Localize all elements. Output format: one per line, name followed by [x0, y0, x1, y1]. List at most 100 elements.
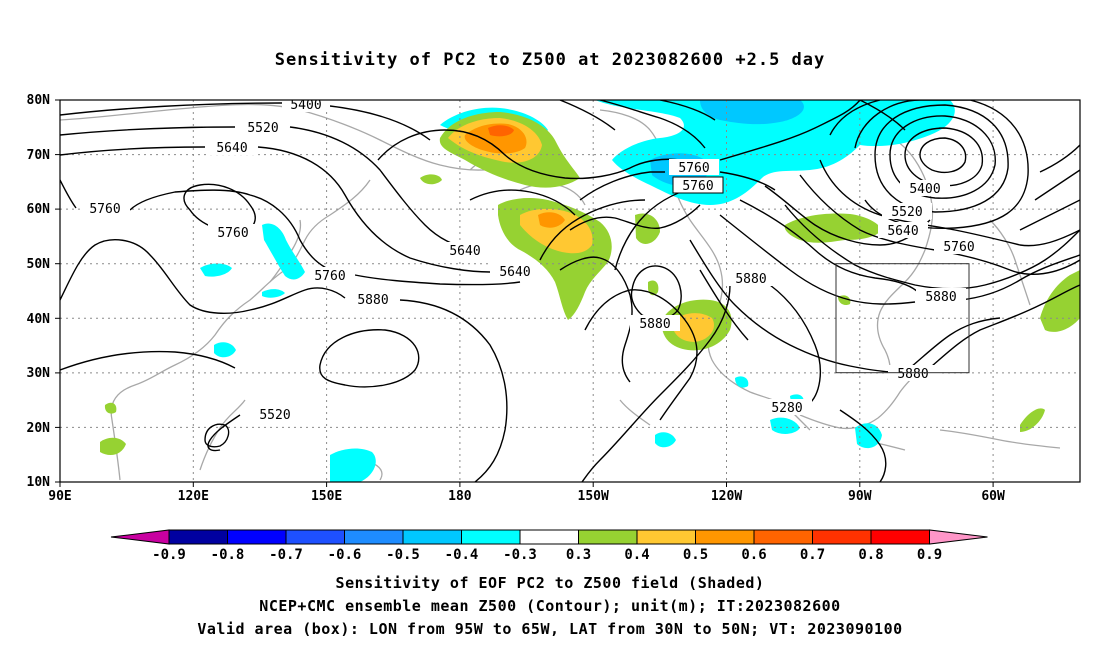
z500-contours [60, 100, 1080, 482]
pos-region-gulf-orange [538, 212, 565, 228]
contour-label: 5760 [682, 179, 713, 194]
colorbar-label: -0.3 [503, 547, 537, 563]
contour-5640-west [60, 146, 206, 156]
contour-5880-closed-pac [319, 329, 420, 388]
colorbar-swatch [578, 529, 638, 545]
neg-region-g [855, 423, 882, 449]
colorbar-label: -0.9 [152, 547, 186, 563]
contour-label: 5400 [290, 98, 321, 113]
pos-region-atlantic2 [1020, 408, 1045, 432]
lat-label: 60N [27, 202, 51, 217]
pos-region-gulf-yellow [520, 208, 593, 254]
contour-low-1 [919, 137, 967, 174]
contour-5760-west-a [60, 179, 77, 209]
neg-region-arctic-core [700, 100, 804, 125]
contour-label: 5400 [909, 182, 940, 197]
colorbar-label: 0.5 [683, 547, 708, 563]
contour-5880-closed-s [204, 423, 230, 448]
pos-region-china2 [104, 402, 117, 414]
colorbar-swatch [402, 529, 462, 545]
neg-region-c [214, 342, 236, 358]
caption-valid-area: Valid area (box): LON from 95W to 65W, L… [197, 620, 903, 638]
caption-contour: NCEP+CMC ensemble mean Z500 (Contour); u… [259, 597, 841, 615]
pos-region-pacnw-yellow [672, 313, 715, 342]
lon-label: 90E [48, 489, 71, 504]
lat-label: 20N [27, 421, 51, 436]
lat-label: 50N [27, 257, 51, 272]
neg-region-h [735, 376, 749, 388]
colorbar-swatch [695, 529, 755, 545]
pos-region-atlantic [1040, 270, 1080, 332]
lon-label: 150W [578, 489, 609, 504]
contour-label: 5760 [314, 269, 345, 284]
contour-5400-west [60, 102, 285, 116]
colorbar-swatch [461, 529, 521, 545]
colorbar-swatch [227, 529, 287, 545]
neg-region-b [262, 289, 285, 298]
contour-label: 5640 [499, 265, 530, 280]
contour-label: 5760 [943, 240, 974, 255]
lat-label: 30N [27, 366, 51, 381]
contour-label: 5640 [887, 224, 918, 239]
contour-5760-closed-pacnw [630, 265, 682, 320]
contour-label: 5760 [89, 202, 120, 217]
colorbar-label: 0.7 [800, 547, 825, 563]
pos-region-china [100, 437, 126, 456]
contour-5880-west [60, 239, 346, 314]
lat-label: 80N [27, 93, 51, 108]
neg-region-a [200, 263, 232, 277]
caption-shading: Sensitivity of EOF PC2 to Z500 field (Sh… [335, 574, 765, 592]
contour-label: 5880 [639, 317, 670, 332]
lon-label: 90W [848, 489, 872, 504]
colorbar-label: -0.7 [269, 547, 303, 563]
lat-label: 70N [27, 148, 51, 163]
neg-region-f [770, 417, 800, 434]
contour-label: 5880 [925, 290, 956, 305]
colorbar-swatch [168, 529, 228, 545]
colorbar-label: -0.6 [328, 547, 362, 563]
colorbar-label: 0.4 [624, 547, 649, 563]
contour-5880-s [207, 414, 241, 452]
colorbar: -0.9 -0.8 -0.7 -0.6 -0.5 -0.4 -0.3 0.3 0.4 0.5 0.6… [110, 529, 988, 563]
lon-label: 120E [178, 489, 209, 504]
colorbar-swatch [285, 529, 345, 545]
colorbar-low-triangle [110, 529, 170, 545]
colorbar-label: 0.3 [566, 547, 591, 563]
colorbar-label: 0.9 [917, 547, 942, 563]
colorbar-swatch [344, 529, 404, 545]
contour-label: 5640 [449, 244, 480, 259]
contour-label: 5880 [897, 367, 928, 382]
longitude-labels: 90E 120E 150E 180 150W 120W 90W 60W [48, 489, 1005, 504]
contour-5520-west [60, 126, 236, 136]
contour-label: 5280 [771, 401, 802, 416]
colorbar-swatch [753, 529, 813, 545]
lon-label: 180 [448, 489, 472, 504]
contour-label: 5520 [891, 205, 922, 220]
contour-label: 5880 [735, 272, 766, 287]
contour-label: 5760 [217, 226, 248, 241]
lon-label: 150E [311, 489, 342, 504]
colorbar-label: -0.8 [211, 547, 245, 563]
colorbar-swatch [812, 529, 872, 545]
colorbar-label: -0.5 [386, 547, 420, 563]
colorbar-swatch [636, 529, 696, 545]
neg-region-d [330, 448, 376, 482]
pos-region-ak-small [420, 174, 442, 185]
contour-label: 5880 [357, 293, 388, 308]
valid-area-box [835, 263, 970, 374]
neg-region-japan [262, 223, 305, 280]
contour-label: 5520 [259, 408, 290, 423]
lon-label: 60W [981, 489, 1005, 504]
contour-label: 5760 [678, 161, 709, 176]
contour-label: 5520 [247, 121, 278, 136]
lat-label: 10N [27, 475, 51, 490]
colorbar-swatch [519, 529, 579, 545]
colorbar-label: 0.6 [741, 547, 766, 563]
colorbar-label: 0.8 [858, 547, 883, 563]
plot-title: Sensitivity of PC2 to Z500 at 2023082600… [274, 50, 826, 70]
pos-region-bering-deep [488, 125, 514, 137]
lat-label: 40N [27, 312, 51, 327]
lon-label: 120W [711, 489, 742, 504]
pos-region-small-a [648, 280, 659, 296]
